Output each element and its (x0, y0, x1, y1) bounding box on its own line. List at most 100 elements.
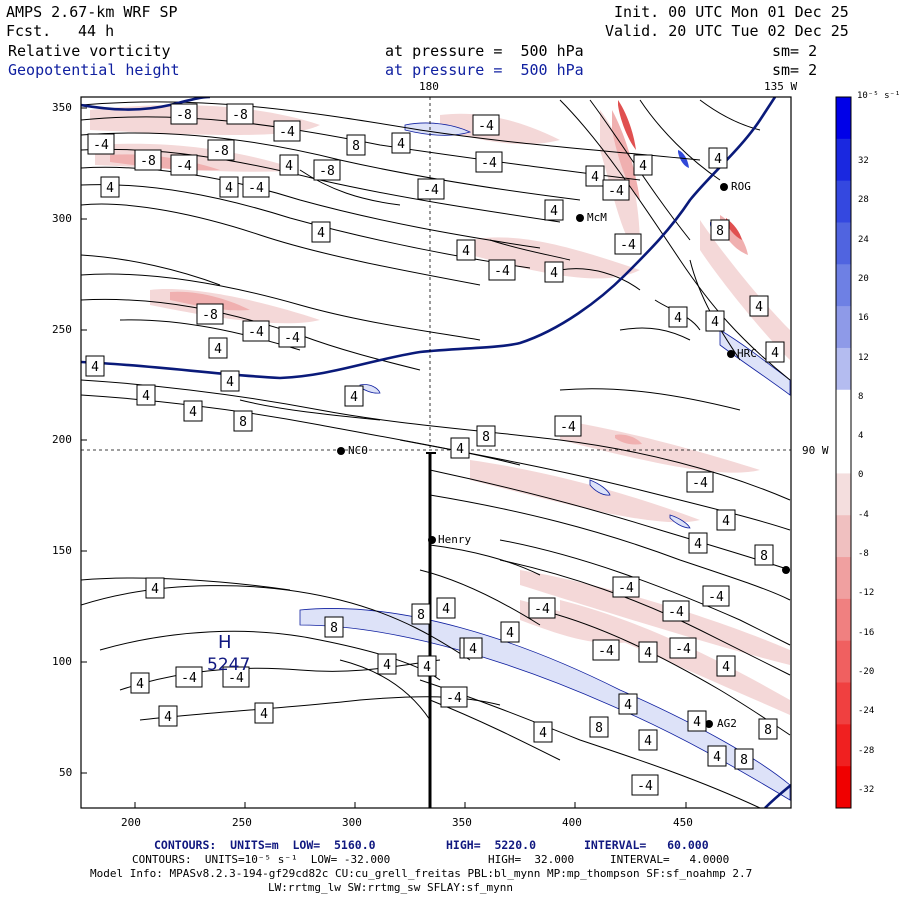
contour-label: -4 (669, 637, 697, 659)
contour-label: 4 (749, 295, 769, 317)
svg-text:4: 4 (456, 442, 464, 457)
latlon-guides (81, 97, 791, 451)
contour-label: 4 (158, 705, 178, 727)
svg-text:-8: -8 (140, 154, 156, 169)
colorbar-label: -28 (858, 745, 875, 756)
model-title: AMPS 2.67-km WRF SP (6, 3, 178, 21)
station-ag2: AG2 (717, 717, 737, 730)
contour-label: 8 (754, 544, 774, 566)
y-tick-50: 50 (59, 766, 73, 779)
contour-label: -4 (222, 666, 250, 688)
contour-label: 4 (450, 437, 470, 459)
height-contours (81, 97, 791, 808)
contour-label: 4 (544, 261, 564, 283)
svg-text:-8: -8 (319, 164, 335, 179)
x-tick-350: 350 (452, 816, 472, 829)
svg-text:4: 4 (136, 677, 144, 692)
colorbar-label: 12 (858, 352, 869, 363)
svg-text:-4: -4 (560, 420, 576, 435)
svg-text:4: 4 (225, 181, 233, 196)
svg-text:-8: -8 (213, 144, 229, 159)
contour-label: -4 (87, 133, 115, 155)
colorbar-swatch (836, 766, 851, 809)
vorticity-contour-interval: INTERVAL= 4.0000 (610, 853, 730, 866)
station-nco: NCO (348, 444, 368, 457)
svg-text:-4: -4 (176, 159, 192, 174)
lon-label-90w: 90 W (802, 444, 829, 457)
contour-label: 4 (707, 745, 727, 767)
x-tick-250: 250 (232, 816, 252, 829)
svg-text:-4: -4 (637, 779, 653, 794)
svg-text:4: 4 (694, 537, 702, 552)
x-tick-450: 450 (673, 816, 693, 829)
colorbar-label: 32 (858, 156, 869, 166)
y-tick-250: 250 (52, 323, 72, 336)
svg-text:8: 8 (760, 549, 768, 564)
forecast-hours: 44 h (78, 22, 115, 40)
contour-label: -8 (226, 103, 254, 125)
contour-label: 4 (585, 165, 605, 187)
contour-label: 4 (544, 199, 564, 221)
colorbar-label: 0 (858, 470, 864, 481)
svg-text:-4: -4 (675, 642, 691, 657)
contour-label: 4 (436, 597, 456, 619)
contour-label: -4 (631, 774, 659, 796)
svg-text:4: 4 (350, 390, 358, 405)
svg-text:-4: -4 (248, 325, 264, 340)
contour-label: -4 (488, 259, 516, 281)
contour-label: -4 (592, 639, 620, 661)
contour-label: 4 (500, 621, 520, 643)
contour-label: 4 (183, 400, 203, 422)
contour-label: -4 (440, 686, 468, 708)
vorticity-contour-high: HIGH= 32.000 (488, 853, 575, 866)
contour-label: -8 (196, 303, 224, 325)
contour-label: 4 (220, 370, 240, 392)
svg-text:4: 4 (644, 734, 652, 749)
contour-label: 4 (344, 385, 364, 407)
colorbar-label: -20 (858, 666, 875, 677)
field2-smoothing: sm= 2 (772, 61, 818, 79)
contour-label: 4 (391, 132, 411, 154)
colorbar-label: -32 (858, 784, 875, 795)
contour-label: 8 (734, 748, 754, 770)
svg-text:4: 4 (722, 514, 730, 529)
contour-label: -8 (207, 139, 235, 161)
contour-label: 4 (705, 310, 725, 332)
colorbar-swatch (836, 515, 851, 558)
contour-label: 4 (765, 341, 785, 363)
svg-text:4: 4 (674, 311, 682, 326)
svg-text:-4: -4 (279, 125, 295, 140)
svg-text:4: 4 (106, 181, 114, 196)
x-tick-200: 200 (121, 816, 141, 829)
colorbar-label: 4 (858, 431, 864, 442)
svg-text:4: 4 (469, 642, 477, 657)
svg-text:-4: -4 (481, 156, 497, 171)
svg-text:4: 4 (624, 698, 632, 713)
svg-text:4: 4 (591, 170, 599, 185)
contour-label: -4 (170, 154, 198, 176)
svg-text:8: 8 (352, 139, 360, 154)
contour-label: -4 (702, 585, 730, 607)
colorbar-swatch (836, 264, 851, 307)
contour-label: -8 (134, 149, 162, 171)
station-hrc: HRC (737, 347, 757, 360)
contour-label: 4 (716, 655, 736, 677)
svg-text:8: 8 (239, 415, 247, 430)
svg-text:4: 4 (226, 375, 234, 390)
contour-label: 4 (417, 655, 437, 677)
contour-label: 4 (533, 721, 553, 743)
contour-label: 4 (208, 337, 228, 359)
contour-label: 4 (130, 672, 150, 694)
contour-label: 4 (456, 239, 476, 261)
svg-text:-4: -4 (708, 590, 724, 605)
high-center-value: 5247 (207, 655, 251, 675)
y-tick-100: 100 (52, 655, 72, 668)
svg-text:8: 8 (716, 224, 724, 239)
colorbar-swatch (836, 347, 851, 391)
colorbar-swatch (836, 431, 851, 474)
svg-text:-8: -8 (176, 108, 192, 123)
svg-text:8: 8 (595, 721, 603, 736)
contour-labels: -8 -8 -4 -4 -8 -8 -4 -8 4 4 8 4 4 -4 4 -4 4 -4 4 4 4 -4 -4 4 4 -8… (85, 103, 785, 796)
contour-label: -4 (175, 666, 203, 688)
